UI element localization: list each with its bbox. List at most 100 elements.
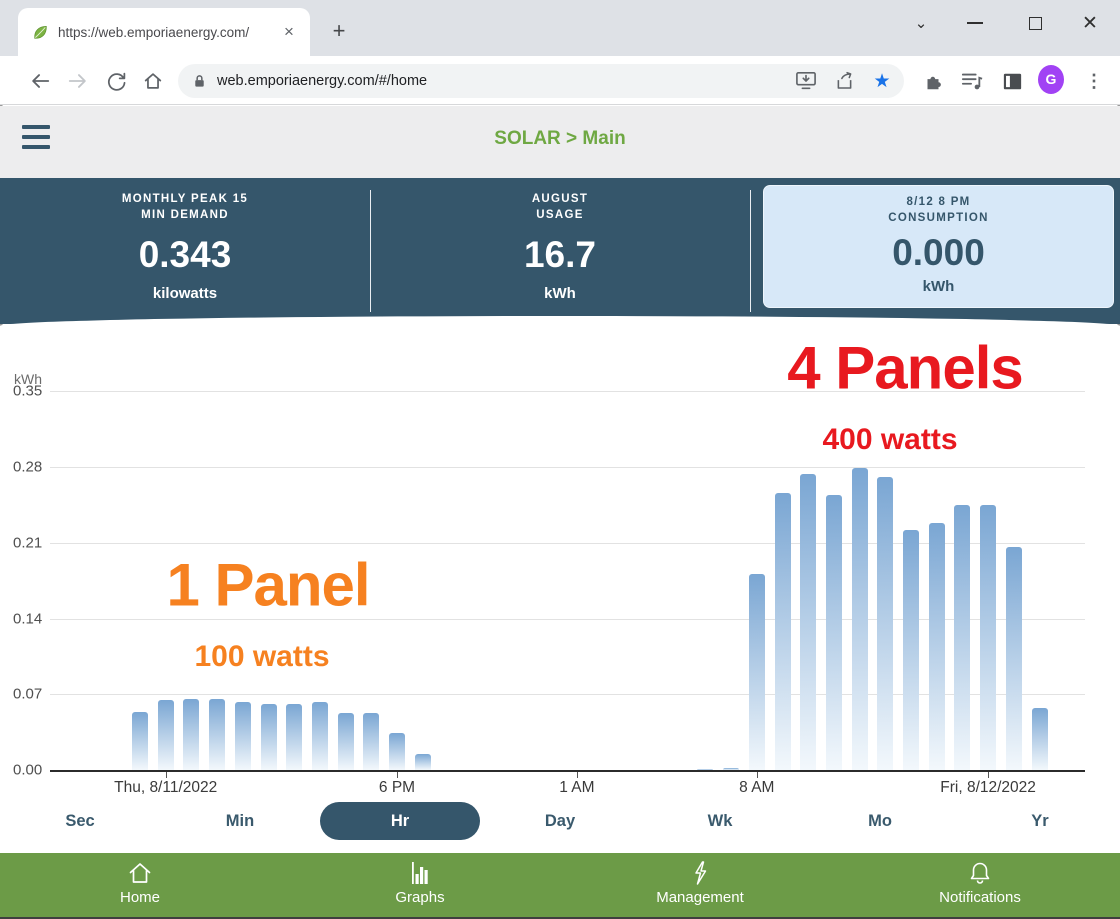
usage-bar[interactable] [183,698,200,770]
hamburger-menu-icon[interactable] [22,125,50,149]
x-axis-tick [397,772,398,778]
bottom-nav: Home Graphs Management Notifications [0,853,1120,919]
tab-title: https://web.emporiaenergy.com/ [58,24,250,40]
close-window-button[interactable]: ✕ [1082,12,1098,34]
annotation-400-watts: 400 watts [822,423,958,456]
usage-bar[interactable] [389,733,405,770]
new-tab-button[interactable]: + [332,18,346,43]
gridline [50,542,1085,544]
extensions-puzzle-icon[interactable] [920,68,946,94]
stat-monthly-peak-demand: MONTHLY PEAK 15 MIN DEMAND 0.343 kilowatt… [121,193,249,302]
usage-bar[interactable] [954,504,971,770]
annotation-1-panel: 1 Panel [166,551,370,619]
stat-unit: kWh [544,285,576,302]
range-tab-wk[interactable]: Wk [707,811,733,830]
annotation-4-panels: 4 Panels [787,334,1023,402]
install-app-icon[interactable] [794,69,818,93]
usage-bar[interactable] [132,711,148,770]
usage-bar[interactable] [851,468,868,770]
usage-bar[interactable] [337,712,354,770]
usage-bar[interactable] [877,476,894,770]
bookmark-star-icon[interactable]: ★ [873,70,891,92]
annotation-100-watts: 100 watts [194,640,330,673]
usage-bar[interactable] [928,523,945,770]
usage-bar[interactable] [1005,547,1022,770]
nav-item-notifications[interactable]: Notifications [840,853,1120,919]
range-tab-min[interactable]: Min [225,811,255,830]
x-axis-tick [988,772,990,778]
usage-bar[interactable] [1031,708,1048,770]
usage-bar[interactable] [723,767,740,770]
share-icon[interactable] [832,69,856,93]
tab-search-chevron-icon[interactable]: ⌄ [914,15,928,32]
bell-icon [970,862,990,884]
stats-band: MONTHLY PEAK 15 MIN DEMAND 0.343 kilowatt… [0,178,1120,324]
tab-close-icon[interactable]: × [284,22,294,41]
usage-bar[interactable] [748,574,765,770]
usage-bar[interactable] [157,699,174,770]
forward-icon[interactable] [65,68,91,94]
stat-divider [750,190,751,312]
y-axis-tick-label: 0.28 [13,458,43,476]
url-text: web.emporiaenergy.com/#/home [217,73,428,89]
y-axis-tick-label: 0.07 [13,685,43,703]
browser-tab[interactable]: https://web.emporiaenergy.com/ × [18,8,310,56]
stat-divider [370,190,371,312]
side-panel-icon[interactable] [999,68,1025,94]
nav-item-home[interactable]: Home [0,853,280,919]
usage-bar[interactable] [903,529,919,770]
x-axis-label: 8 AM [739,779,775,796]
minimize-button[interactable] [952,8,998,38]
maximize-button[interactable] [1012,8,1058,38]
y-axis-tick-label: 0.35 [13,382,43,400]
lock-icon [195,75,204,87]
lightning-icon [695,861,707,885]
usage-bar[interactable] [800,473,817,770]
solar-bar-chart[interactable]: 0.35 0.28 0.21 0.14 0.07 0.00 kWh Thu, 8/11/202… [0,316,1120,806]
usage-bar[interactable] [414,753,431,770]
stat-selected-hour-consumption[interactable]: 8/12 8 PM CONSUMPTION 0.000 kWh [763,185,1114,308]
usage-bar[interactable] [209,698,226,770]
x-axis-label: 1 AM [559,779,595,796]
media-controls-icon[interactable] [959,68,985,94]
nav-item-management[interactable]: Management [560,853,840,919]
chart-panel: 0.35 0.28 0.21 0.14 0.07 0.00 kWh Thu, 8/11/202… [0,316,1120,853]
gridline [50,391,1085,393]
profile-avatar[interactable]: G [1038,64,1064,94]
reload-icon[interactable] [103,68,129,94]
x-axis-tick [576,772,578,778]
gridline [50,618,1085,620]
range-tab-yr[interactable]: Yr [1031,811,1049,830]
range-tab-sec[interactable]: Sec [65,811,95,830]
stat-value: 0.000 [892,232,985,273]
usage-bar[interactable] [825,495,842,770]
usage-bar[interactable] [311,701,328,770]
address-bar[interactable]: web.emporiaenergy.com/#/home ★ [178,64,904,98]
home-icon [129,863,151,883]
bar-chart-icon [412,862,428,884]
browser-menu-icon[interactable]: ⋮ [1085,70,1103,91]
usage-bar[interactable] [774,493,791,770]
x-axis-label: Fri, 8/12/2022 [940,779,1036,796]
range-tab-day[interactable]: Day [544,811,576,830]
usage-bar[interactable] [363,712,380,770]
emporia-leaf-favicon [34,25,47,39]
usage-bar[interactable] [286,704,303,770]
usage-bar[interactable] [234,701,251,770]
stat-value: 16.7 [523,234,596,275]
time-range-tabs: Sec Min Hr Day Wk Mo Yr [0,802,1120,840]
x-axis-label: 6 PM [378,779,416,796]
y-axis-tick-label: 0.21 [13,534,43,552]
nav-item-graphs[interactable]: Graphs [280,853,560,919]
y-axis-tick-label: 0.14 [13,610,43,627]
range-tab-hr[interactable]: Hr [320,802,480,840]
usage-bar[interactable] [697,768,714,770]
range-tab-mo[interactable]: Mo [868,811,892,830]
gridline [50,467,1085,468]
usage-bar[interactable] [980,504,997,770]
stat-value: 0.343 [138,234,232,275]
home-icon[interactable] [140,68,166,94]
x-axis-label: Thu, 8/11/2022 [114,779,218,796]
usage-bar[interactable] [260,704,277,770]
back-icon[interactable] [27,68,53,94]
